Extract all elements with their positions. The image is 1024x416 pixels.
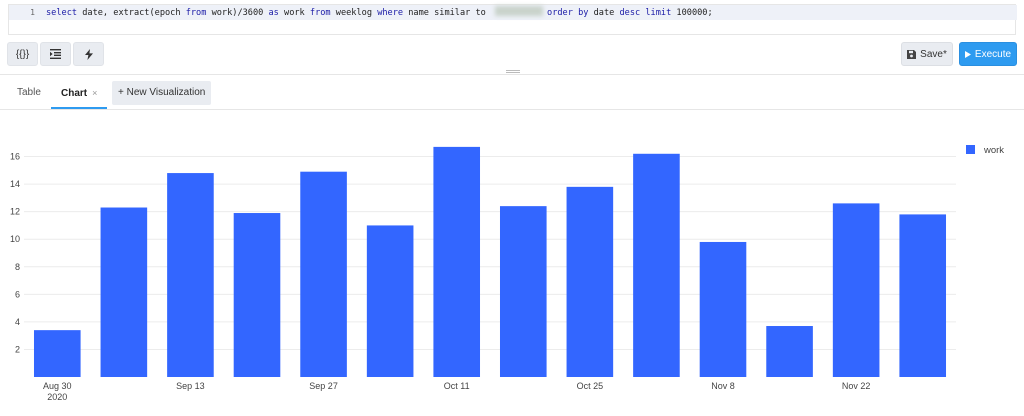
y-axis: 2 4 6 8 10 12 14 16 (10, 152, 20, 355)
play-icon (964, 50, 971, 58)
line-number: 1 (30, 8, 35, 17)
close-tab-icon[interactable]: × (92, 88, 98, 98)
x-tick-label: Oct 25 (577, 381, 604, 391)
y-tick-label: 16 (10, 152, 20, 162)
x-tick-label: Sep 13 (176, 381, 205, 391)
editor-toolbar: {{}} Save* Execute (0, 42, 1024, 66)
code-token: desc (619, 8, 641, 18)
indent-icon (50, 49, 61, 59)
bar[interactable] (499, 206, 547, 377)
bar[interactable] (167, 173, 214, 377)
format-label: {{}} (15, 48, 30, 60)
autocomplete-button[interactable] (73, 42, 104, 66)
x-tick-sublabel: 2020 (47, 392, 67, 402)
y-tick-label: 14 (10, 179, 20, 189)
code-token: work (278, 8, 310, 18)
y-tick-label: 4 (15, 317, 20, 327)
y-tick-label: 12 (10, 207, 20, 217)
lightning-icon (84, 48, 93, 60)
legend-swatch (966, 145, 975, 154)
execute-button[interactable]: Execute (959, 42, 1017, 66)
execute-label: Execute (974, 48, 1012, 60)
bar[interactable] (300, 171, 347, 377)
bar[interactable] (566, 186, 614, 377)
x-tick-label: Sep 27 (309, 381, 338, 391)
query-text[interactable]: select date, extract(epoch from work)/36… (46, 6, 713, 20)
code-token: date, extract(epoch (77, 8, 186, 18)
save-button[interactable]: Save* (901, 42, 953, 66)
chart-legend[interactable]: work (966, 145, 1004, 156)
bar[interactable] (33, 330, 81, 377)
bar[interactable] (433, 146, 481, 377)
code-token: where (377, 8, 404, 18)
format-query-button[interactable]: {{}} (7, 42, 38, 66)
resize-handle[interactable] (506, 70, 520, 73)
tab-label: Table (17, 87, 41, 98)
code-token: from (309, 8, 331, 18)
divider (0, 109, 1024, 110)
bar[interactable] (233, 213, 281, 377)
redacted-text (495, 6, 544, 16)
bar[interactable] (832, 203, 880, 377)
query-editor[interactable]: 1 select date, extract(epoch from work)/… (8, 4, 1017, 35)
code-token: weeklog (330, 8, 378, 18)
code-token: 100000; (671, 8, 713, 18)
tab-table[interactable]: Table (17, 81, 41, 109)
save-label: Save* (920, 48, 947, 60)
y-tick-label: 2 (15, 344, 20, 354)
bar[interactable] (699, 241, 747, 377)
bar[interactable] (766, 326, 813, 377)
bar[interactable] (100, 207, 148, 377)
new-visualization-button[interactable]: + New Visualization (112, 81, 212, 105)
chart-gridlines (24, 156, 956, 350)
x-tick-label: Aug 30 (43, 381, 72, 391)
bar[interactable] (633, 153, 680, 377)
bar[interactable] (366, 225, 414, 377)
code-token: date (588, 8, 620, 18)
visualization-tabs: Table Chart × (0, 81, 1024, 109)
y-tick-label: 8 (15, 262, 20, 272)
code-token: limit (645, 8, 672, 18)
legend-label: work (983, 145, 1004, 156)
indent-button[interactable] (40, 42, 71, 66)
tab-label: Chart (61, 88, 88, 99)
bar[interactable] (899, 214, 947, 377)
code-token: name similar to (403, 8, 492, 18)
y-tick-label: 10 (10, 234, 20, 244)
floppy-disk-icon (907, 49, 917, 59)
y-tick-label: 6 (15, 289, 20, 299)
tab-chart[interactable]: Chart × (51, 81, 107, 109)
code-token: order by (547, 8, 589, 18)
x-tick-label: Nov 22 (842, 381, 871, 391)
x-tick-label: Oct 11 (444, 381, 470, 391)
code-token: work)/3600 (206, 8, 269, 18)
code-token: select (46, 8, 78, 18)
divider (0, 74, 1024, 75)
chart-bars (33, 146, 947, 377)
code-token: as (268, 8, 279, 18)
code-token: from (185, 8, 207, 18)
x-tick-label: Nov 8 (711, 381, 735, 391)
